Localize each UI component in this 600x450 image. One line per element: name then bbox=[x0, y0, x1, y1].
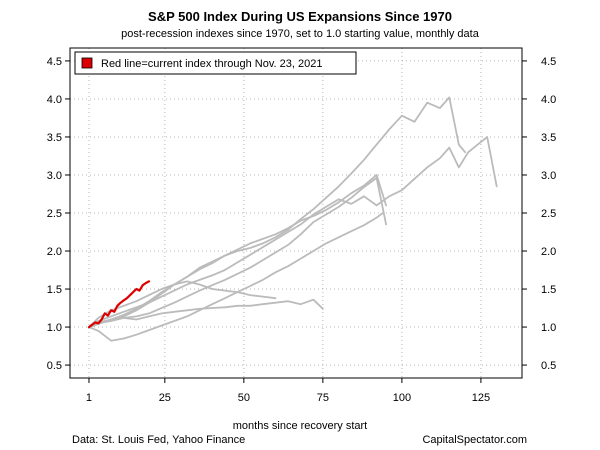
legend: Red line=current index through Nov. 23, … bbox=[74, 51, 357, 75]
y-tick-label-right: 3.5 bbox=[541, 132, 556, 144]
series-group bbox=[87, 96, 498, 342]
series-line-current bbox=[87, 280, 151, 329]
x-axis-label: months since recovery start bbox=[233, 420, 368, 432]
y-tick-label-right: 4.5 bbox=[541, 56, 556, 68]
y-axis-right: 0.5 1.0 1.5 2.0 2.5 3.0 3.5 4.0 4.5 bbox=[522, 56, 556, 372]
y-tick-label-left: 2.0 bbox=[47, 246, 62, 258]
legend-label: Red line=current index through Nov. 23, … bbox=[101, 58, 322, 70]
x-tick-label: 50 bbox=[238, 392, 250, 404]
y-tick-label-left: 3.5 bbox=[47, 132, 62, 144]
grid-lines bbox=[70, 48, 522, 378]
series-line-history-7 bbox=[88, 212, 384, 342]
x-axis: 1 25 50 75 100 125 bbox=[86, 378, 490, 404]
x-tick-label: 125 bbox=[472, 392, 490, 404]
x-tick-label: 25 bbox=[159, 392, 171, 404]
brand-credit: CapitalSpectator.com bbox=[422, 434, 527, 446]
legend-box bbox=[74, 51, 357, 75]
y-tick-label-right: 0.5 bbox=[541, 360, 556, 372]
y-tick-label-left: 4.5 bbox=[47, 56, 62, 68]
y-tick-label-right: 2.0 bbox=[541, 246, 556, 258]
chart-subtitle: post-recession indexes since 1970, set t… bbox=[121, 28, 480, 40]
series-line-history-6 bbox=[88, 174, 388, 329]
y-tick-label-left: 1.5 bbox=[47, 284, 62, 296]
y-tick-label-left: 3.0 bbox=[47, 170, 62, 182]
y-tick-label-left: 4.0 bbox=[47, 94, 62, 106]
y-tick-label-right: 1.5 bbox=[541, 284, 556, 296]
y-tick-label-left: 0.5 bbox=[47, 360, 62, 372]
y-tick-label-left: 1.0 bbox=[47, 322, 62, 334]
series-line-history-4 bbox=[88, 298, 324, 329]
series-line-history-1 bbox=[88, 177, 388, 329]
y-tick-label-right: 2.5 bbox=[541, 208, 556, 220]
y-tick-label-right: 4.0 bbox=[541, 94, 556, 106]
source-note: Data: St. Louis Fed, Yahoo Finance bbox=[72, 434, 245, 446]
y-tick-label-left: 2.5 bbox=[47, 208, 62, 220]
x-tick-label: 100 bbox=[393, 392, 411, 404]
y-tick-label-right: 3.0 bbox=[541, 170, 556, 182]
y-tick-label-right: 1.0 bbox=[541, 322, 556, 334]
series-line-history-2 bbox=[88, 136, 498, 329]
chart-title: S&P 500 Index During US Expansions Since… bbox=[148, 9, 452, 24]
legend-swatch bbox=[81, 57, 93, 69]
y-axis-left: 0.5 1.0 1.5 2.0 2.5 3.0 3.5 4.0 4.5 bbox=[47, 56, 70, 372]
series-line-history-3 bbox=[88, 96, 467, 329]
x-tick-label: 1 bbox=[86, 392, 92, 404]
x-tick-label: 75 bbox=[317, 392, 329, 404]
